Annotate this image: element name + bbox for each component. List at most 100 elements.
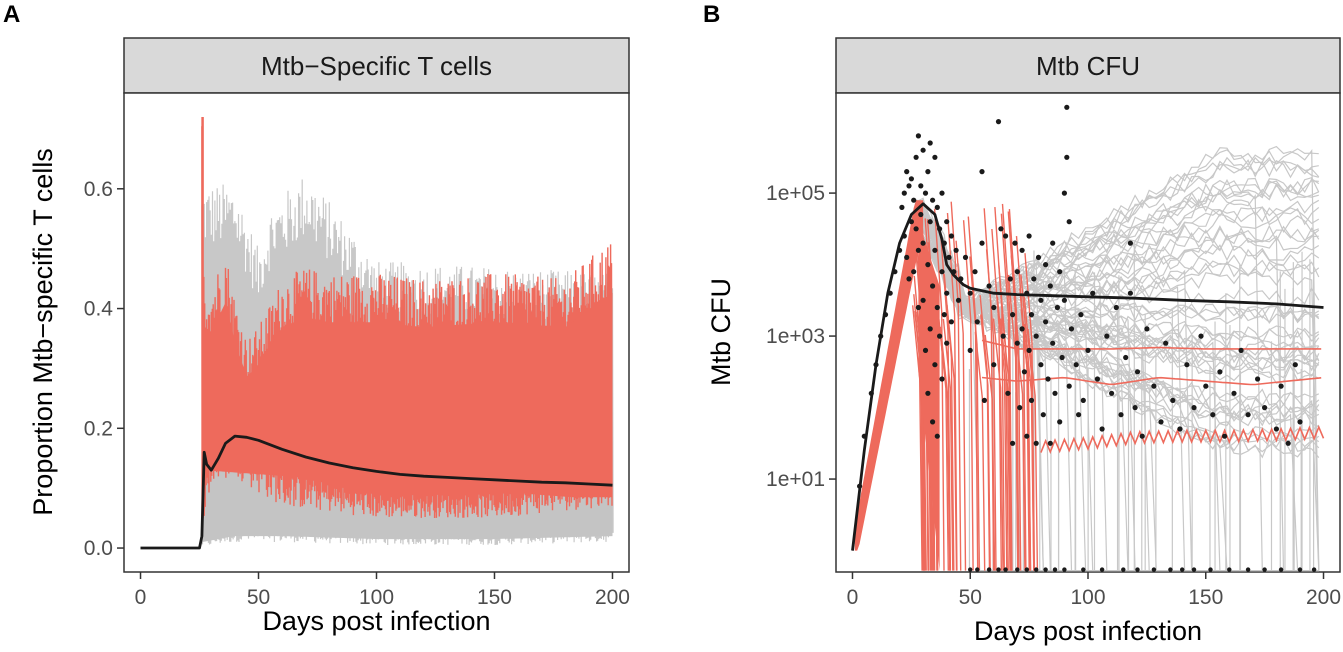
- panel-b-observed-point: [918, 183, 924, 189]
- panel-b-observed-point: [1064, 154, 1070, 160]
- panel-b-observed-point: [1028, 397, 1035, 403]
- panel-b-gray-simulation: [851, 230, 1320, 551]
- panel-a-strip: [123, 37, 630, 94]
- panel-b-observed-point: [1045, 376, 1051, 382]
- panel-b-observed-point: [925, 262, 931, 268]
- panel-b-observed-point: [953, 247, 959, 253]
- panel-b-y-axis: 1e+01 1e+03 1e+05: [766, 182, 836, 491]
- panel-b-zero-point: [1052, 567, 1058, 572]
- panel-b-observed-point: [1014, 340, 1020, 346]
- panel-b-red-collapse: [996, 296, 1008, 571]
- panel-b-zero-point: [975, 567, 980, 572]
- panel-b-zero-point: [1003, 567, 1008, 572]
- panel-b-observed-point: [913, 154, 919, 160]
- panel-b-observed-point: [946, 254, 952, 260]
- panel-b-observed-point: [1019, 326, 1025, 332]
- panel-b-observed-point: [1061, 297, 1067, 303]
- panel-b-observed-point: [1177, 426, 1183, 432]
- panel-b-observed-point: [1043, 262, 1049, 268]
- panel-b-observed-point: [1273, 426, 1279, 432]
- panel-b-zero-point: [986, 567, 992, 572]
- panel-b-observed-point: [1007, 276, 1013, 282]
- panel-b-observed-point: [1262, 405, 1268, 411]
- panel-b-x-axis: 0 50 100 150 200: [847, 572, 1341, 609]
- panel-b-observed-point: [1031, 276, 1037, 282]
- panel-b-observed-point: [1010, 440, 1016, 446]
- panel-b-observed-point: [1033, 333, 1039, 339]
- panel-b-red-collapse: [983, 208, 995, 571]
- panel-b-observed-point: [1035, 254, 1042, 260]
- panel-b-observed-point: [918, 211, 924, 218]
- panel-b-observed-point: [906, 183, 912, 189]
- panel-b-observed-point: [1054, 304, 1060, 311]
- panel-b-zero-point: [1262, 567, 1267, 572]
- panel-b-observed-point: [955, 297, 962, 303]
- panel-b-x-axis-title: Days post infection: [974, 616, 1202, 646]
- panel-b-y-axis-title: Mtb CFU: [706, 278, 736, 386]
- panel-a-red-band: [204, 292, 613, 498]
- panel-b-red-collapse: [1007, 211, 1019, 571]
- panel-a-x-tick-label: 100: [359, 586, 394, 609]
- panel-b-observed-point: [913, 226, 919, 232]
- panel-b-zero-point: [1297, 567, 1303, 572]
- panel-a-x-tick-label: 0: [135, 586, 147, 609]
- panel-b-observed-point: [1014, 269, 1020, 275]
- panel-b-observed-point: [1118, 412, 1124, 418]
- panel-b-zero-point: [1168, 567, 1173, 572]
- panel-b-observed-point: [1198, 333, 1204, 339]
- panel-b-red-collapse: [1020, 299, 1031, 571]
- panel-b-observed-point: [932, 247, 938, 253]
- panel-b-red-simulation-2: [981, 376, 1322, 386]
- panel-b-observed-point: [967, 290, 973, 296]
- panel-b-zero-point: [1043, 567, 1048, 572]
- panel-b-observed-point: [1057, 269, 1063, 275]
- panel-b-zero-point: [1081, 567, 1086, 572]
- panel-b-observed-point: [1170, 397, 1176, 403]
- panel-b-red-collapse-band: [918, 221, 940, 571]
- panel-b-observed-point: [932, 154, 938, 160]
- panel-b-x-tick-label: 100: [1070, 586, 1105, 609]
- panel-b-observed-point: [1163, 340, 1169, 346]
- panel-b-observed-point: [1019, 247, 1025, 253]
- panel-b-observed-point: [934, 304, 940, 311]
- panel-b-observed-point: [1076, 412, 1082, 418]
- panel-b-x-tick-label: 150: [1188, 586, 1223, 609]
- panel-b-zero-point: [1227, 567, 1232, 572]
- panel-b-observed-point: [1222, 433, 1228, 439]
- panel-b-observed-point: [911, 269, 917, 275]
- panel-b-observed-point: [1050, 240, 1056, 246]
- panel-b-zero-point: [1024, 567, 1030, 572]
- panel-b-observed-point: [1047, 440, 1053, 446]
- panel-b-gray-simulation: [851, 159, 1319, 551]
- panel-b-observed-point: [1203, 383, 1209, 389]
- panel-b-zero-point: [996, 567, 1001, 572]
- panel-b-observed-point: [991, 304, 997, 311]
- panel-b-observed-point: [979, 240, 985, 246]
- panel-b-zero-point: [1278, 567, 1284, 572]
- panel-b-zero-point: [968, 567, 973, 572]
- panel-b-gray-simulation: [851, 213, 1319, 572]
- panel-b-observed-point: [915, 304, 922, 311]
- panel-b-observed-point: [941, 312, 947, 318]
- panel-b-observed-point: [948, 233, 955, 239]
- panel-b-red-collapse: [938, 319, 949, 571]
- panel-b-observed-point: [1061, 190, 1067, 196]
- panel-b-observed-point: [1038, 297, 1044, 303]
- panel-b-observed-point: [1238, 347, 1244, 353]
- panel-b-observed-point: [1017, 405, 1023, 411]
- panel-b-gray-simulation: [851, 207, 1320, 551]
- panel-b-red-collapse: [980, 314, 991, 571]
- panel-b-observed-point: [1292, 362, 1298, 368]
- panel-b-zero-point: [1151, 567, 1157, 572]
- panel-b-observed-point: [974, 319, 980, 325]
- panel-b-observed-point: [991, 362, 997, 368]
- panel-b-observed-point: [1080, 397, 1086, 403]
- panel-b-mean-series: [851, 202, 1324, 551]
- panel-b-observed-point: [1090, 290, 1096, 296]
- panel-a-x-axis: 0 50 100 150 200: [135, 572, 630, 609]
- panel-a-letter: A: [3, 1, 20, 28]
- panel-b-observed-point: [1132, 405, 1138, 411]
- panel-b-red-simulation-1: [981, 339, 1322, 350]
- panel-b-observed-point: [998, 226, 1004, 232]
